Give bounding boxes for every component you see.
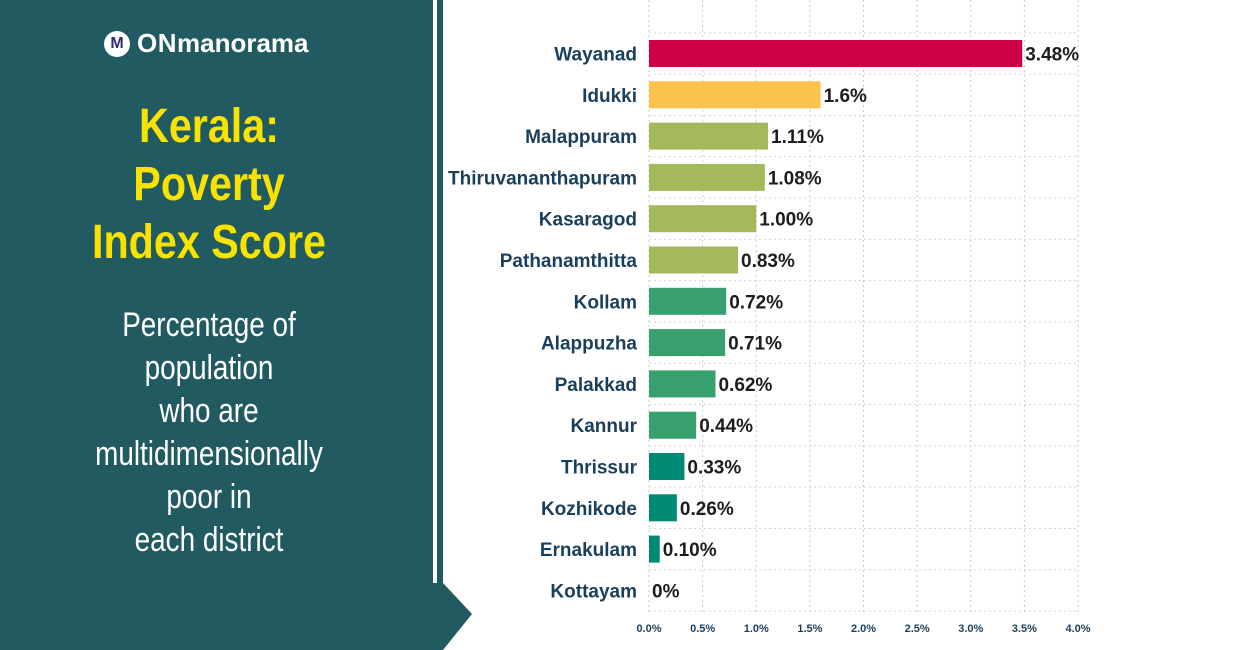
x-tick-label: 1.0%	[744, 623, 769, 635]
x-tick-label: 0.5%	[690, 623, 715, 635]
category-label: Idukki	[582, 86, 637, 107]
x-tick-label: 1.5%	[797, 623, 822, 635]
bar	[649, 535, 660, 563]
bar	[649, 40, 1023, 67]
x-tick-label: 0.0%	[636, 623, 661, 635]
category-label: Kozhikode	[541, 499, 637, 520]
category-label: Kollam	[574, 292, 637, 313]
bar	[649, 494, 677, 522]
value-label: 3.48%	[1025, 45, 1079, 66]
divider-line	[433, 0, 437, 583]
subtitle-line: each district	[134, 521, 284, 559]
bar	[649, 453, 685, 480]
subtitle-line: poor in	[166, 478, 252, 516]
bar	[649, 163, 765, 191]
category-label: Palakkad	[555, 375, 637, 396]
category-label: Alappuzha	[541, 334, 637, 355]
value-label: 0.71%	[728, 334, 782, 355]
value-label: 0.10%	[663, 540, 717, 561]
brand-logo[interactable]: M ON manorama	[104, 28, 309, 59]
subtitle-line: population	[144, 349, 274, 387]
title-line: Index Score	[91, 216, 327, 269]
bar	[649, 370, 716, 398]
category-label: Kannur	[571, 416, 638, 437]
category-label: Thrissur	[561, 458, 638, 479]
subtitle-line: multidimensionally	[95, 435, 323, 473]
bar	[649, 246, 739, 274]
title-line: Kerala:	[139, 100, 279, 153]
x-tick-label: 2.0%	[851, 623, 876, 635]
x-tick-label: 2.5%	[905, 623, 930, 635]
bar	[649, 329, 726, 357]
category-label: Thiruvananthapuram	[448, 168, 637, 189]
left-panel	[0, 0, 443, 650]
value-label: 1.6%	[824, 86, 867, 107]
category-label: Pathanamthitta	[500, 251, 638, 272]
bar	[649, 81, 821, 109]
brand-prefix: ON	[137, 28, 177, 58]
title-line: Poverty	[133, 158, 285, 211]
bar	[649, 122, 769, 150]
x-tick-label: 4.0%	[1065, 623, 1090, 635]
value-label: 0%	[652, 581, 680, 602]
category-label: Malappuram	[525, 127, 637, 148]
brand-name: manorama	[177, 28, 309, 58]
value-label: 0.44%	[699, 416, 753, 437]
panel-arrow-shape	[443, 583, 472, 650]
value-label: 1.00%	[759, 210, 813, 231]
page-title: Kerala: Poverty Index Score	[29, 98, 388, 272]
value-label: 0.33%	[687, 458, 741, 479]
subtitle-line: Percentage of	[122, 306, 296, 344]
category-label: Ernakulam	[540, 540, 637, 561]
x-tick-label: 3.0%	[958, 623, 983, 635]
x-tick-label: 3.5%	[1012, 623, 1037, 635]
value-label: 0.62%	[718, 375, 772, 396]
value-label: 0.72%	[729, 292, 783, 313]
value-label: 1.08%	[768, 168, 822, 189]
bar	[649, 205, 757, 233]
value-label: 0.83%	[741, 251, 795, 272]
bar-chart: Wayanad 3.48% Idukki 1.6% Malappuram 1.11% Thi…	[448, 0, 1091, 635]
bar	[649, 287, 727, 315]
brand-logo-icon: M	[104, 30, 130, 57]
category-label: Kasaragod	[539, 210, 637, 231]
bar	[649, 411, 697, 439]
category-label: Wayanad	[554, 45, 637, 66]
category-label: Kottayam	[550, 581, 637, 602]
subtitle-line: who are	[159, 392, 259, 430]
value-label: 1.11%	[771, 127, 824, 148]
value-label: 0.26%	[680, 499, 734, 520]
subtitle: Percentage of population who are multidi…	[38, 304, 381, 562]
